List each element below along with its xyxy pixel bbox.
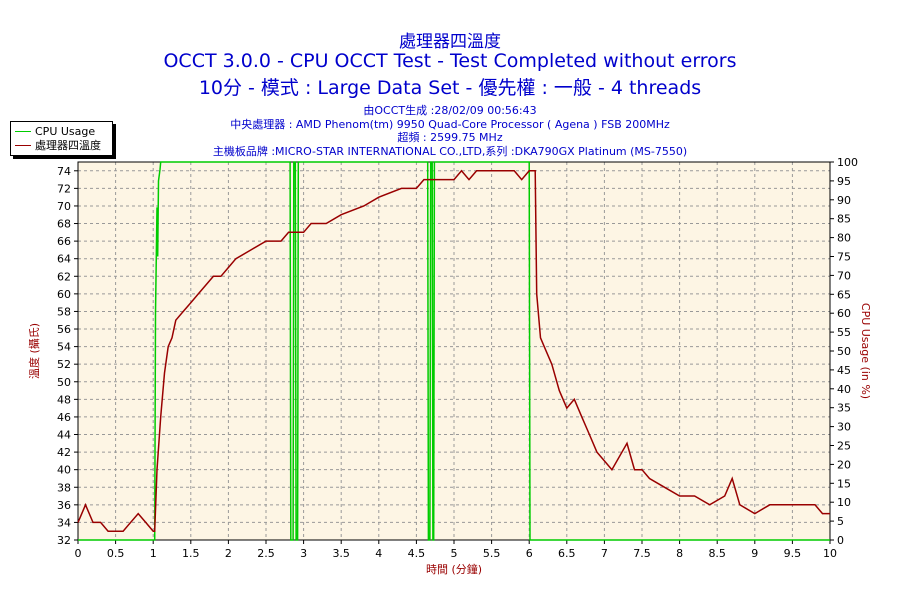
y-left-tick-label: 58 — [57, 305, 71, 318]
x-tick-label: 6 — [526, 547, 533, 560]
y-right-tick-label: 65 — [837, 288, 851, 301]
y-left-tick-label: 40 — [57, 464, 71, 477]
y-left-tick-label: 44 — [57, 429, 71, 442]
x-tick-label: 2.5 — [257, 547, 275, 560]
x-tick-label: 7.5 — [633, 547, 651, 560]
x-tick-label: 8.5 — [708, 547, 726, 560]
y-left-tick-label: 62 — [57, 270, 71, 283]
y-right-tick-label: 85 — [837, 213, 851, 226]
x-tick-label: 1 — [150, 547, 157, 560]
y-right-tick-label: 40 — [837, 383, 851, 396]
y-left-tick-label: 70 — [57, 200, 71, 213]
y-left-tick-label: 34 — [57, 516, 71, 529]
y-right-tick-label: 35 — [837, 402, 851, 415]
y-left-tick-label: 74 — [57, 165, 71, 178]
x-tick-label: 3.5 — [332, 547, 350, 560]
y-left-tick-label: 52 — [57, 358, 71, 371]
x-tick-label: 1.5 — [182, 547, 200, 560]
cpu-info: 中央處理器 : AMD Phenom(tm) 9950 Quad-Core Pr… — [230, 118, 670, 131]
y-left-tick-label: 48 — [57, 393, 71, 406]
x-tick-label: 10 — [823, 547, 837, 560]
x-tick-label: 6.5 — [558, 547, 576, 560]
y-right-tick-label: 90 — [837, 194, 851, 207]
generated-timestamp: 由OCCT生成 :28/02/09 00:56:43 — [363, 104, 537, 117]
x-tick-label: 7 — [601, 547, 608, 560]
y-right-tick-label: 95 — [837, 175, 851, 188]
series-line-cpu-usage — [78, 161, 830, 541]
chart-legend: CPU Usage 處理器四溫度 — [10, 121, 113, 156]
x-tick-label: 5 — [451, 547, 458, 560]
y-left-tick-label: 46 — [57, 411, 71, 424]
y-left-tick-label: 72 — [57, 182, 71, 195]
y-right-tick-label: 50 — [837, 345, 851, 358]
y-right-tick-label: 45 — [837, 364, 851, 377]
y-right-tick-label: 100 — [837, 156, 858, 169]
x-tick-label: 2 — [225, 547, 232, 560]
x-tick-label: 4.5 — [408, 547, 426, 560]
y-right-tick-label: 30 — [837, 421, 851, 434]
legend-label-cpu-usage: CPU Usage — [35, 124, 96, 138]
legend-label-temperature: 處理器四溫度 — [35, 139, 101, 152]
legend-item-cpu-usage: CPU Usage — [15, 124, 95, 138]
y-left-tick-label: 50 — [57, 376, 71, 389]
y-axis-label-right: CPU Usage (in %) — [859, 303, 872, 399]
clock-info: 超頻 : 2599.75 MHz — [397, 131, 503, 144]
x-tick-label: 5.5 — [483, 547, 501, 560]
x-tick-label: 0 — [75, 547, 82, 560]
y-right-tick-label: 15 — [837, 477, 851, 490]
y-left-tick-label: 60 — [57, 288, 71, 301]
x-tick-label: 9.5 — [784, 547, 802, 560]
y-left-tick-label: 54 — [57, 341, 71, 354]
y-left-tick-label: 32 — [57, 534, 71, 547]
y-left-tick-label: 36 — [57, 499, 71, 512]
y-right-tick-label: 55 — [837, 326, 851, 339]
y-left-tick-label: 56 — [57, 323, 71, 336]
y-right-tick-label: 20 — [837, 458, 851, 471]
legend-swatch-temperature — [15, 144, 31, 146]
y-right-tick-label: 0 — [837, 534, 844, 547]
x-tick-label: 9 — [751, 547, 758, 560]
y-left-tick-label: 66 — [57, 235, 71, 248]
x-tick-label: 4 — [375, 547, 382, 560]
chart-title-test: OCCT 3.0.0 - CPU OCCT Test - Test Comple… — [163, 50, 737, 72]
x-tick-label: 3 — [300, 547, 307, 560]
chart-title-sensor: 處理器四溫度 — [399, 32, 501, 52]
y-left-tick-label: 38 — [57, 481, 71, 494]
y-right-tick-label: 75 — [837, 251, 851, 264]
legend-item-temperature: 處理器四溫度 — [15, 138, 101, 152]
y-right-tick-label: 10 — [837, 496, 851, 509]
y-right-tick-label: 70 — [837, 269, 851, 282]
legend-swatch-cpu-usage — [15, 130, 31, 132]
y-axis-label-left: 溫度 (攝氏) — [27, 323, 41, 379]
y-left-tick-label: 64 — [57, 253, 71, 266]
x-tick-label: 8 — [676, 547, 683, 560]
x-tick-label: 0.5 — [107, 547, 125, 560]
series-line-temperature — [77, 169, 830, 532]
y-right-tick-label: 25 — [837, 440, 851, 453]
y-right-tick-label: 5 — [837, 515, 844, 528]
motherboard-info: 主機板品牌 :MICRO-STAR INTERNATIONAL CO.,LTD,… — [212, 145, 688, 158]
y-right-tick-label: 60 — [837, 307, 851, 320]
x-axis-label: 時間 (分鐘) — [426, 562, 482, 576]
y-right-tick-label: 80 — [837, 232, 851, 245]
y-left-tick-label: 42 — [57, 446, 71, 459]
y-left-tick-label: 68 — [57, 218, 71, 231]
chart-title-mode: 10分 - 模式 : Large Data Set - 優先權 : 一般 - 4… — [198, 77, 702, 99]
